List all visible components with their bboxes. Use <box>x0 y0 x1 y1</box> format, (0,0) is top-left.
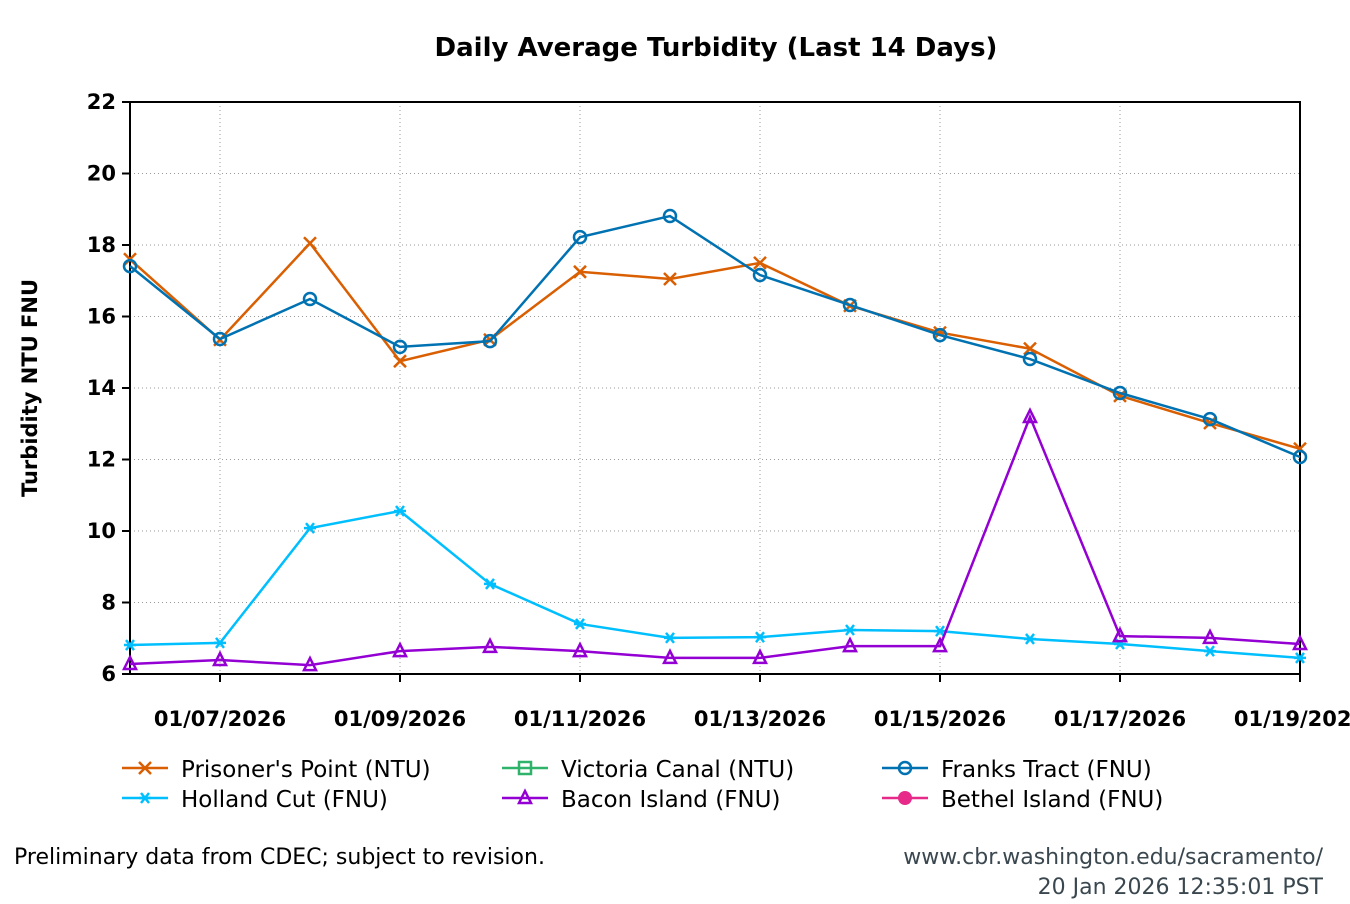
y-tick-label: 12 <box>87 448 116 472</box>
star-marker <box>124 639 136 651</box>
circle-marker <box>212 331 228 347</box>
dot-marker <box>898 791 912 805</box>
circle-marker <box>842 297 858 313</box>
circle-marker <box>392 339 408 355</box>
triangle-marker <box>841 636 859 653</box>
legend-label: Victoria Canal (NTU) <box>561 757 794 783</box>
series-franks-tract-fnu <box>122 208 1308 465</box>
series-line <box>129 413 1301 667</box>
circle-marker <box>572 229 588 245</box>
star-marker <box>484 578 496 590</box>
triangle-marker <box>661 648 679 665</box>
triangle-marker <box>301 655 319 672</box>
x-marker <box>393 354 407 369</box>
triangle-marker <box>516 788 534 805</box>
star-marker <box>934 625 946 637</box>
legend-label: Franks Tract (FNU) <box>941 757 1152 783</box>
y-tick-label: 14 <box>87 376 116 400</box>
series-bacon-island-fnu <box>121 407 1309 672</box>
circle-marker <box>1202 411 1218 427</box>
legend-item: Franks Tract (FNU) <box>882 757 1152 783</box>
circle-marker <box>482 333 498 349</box>
y-axis-label: Turbidity NTU FNU <box>18 279 42 497</box>
circle-marker <box>662 208 678 224</box>
triangle-marker <box>391 641 409 658</box>
x-marker <box>663 272 677 286</box>
y-tick-label: 10 <box>87 519 116 543</box>
series-line <box>129 214 1301 459</box>
circle-marker <box>302 291 318 307</box>
x-marker <box>138 761 152 775</box>
square-marker <box>517 760 533 776</box>
x-tick-label: 01/19/2026 <box>1234 707 1350 731</box>
circle-marker <box>932 327 948 343</box>
triangle-marker <box>931 636 949 653</box>
legend-item: Prisoner's Point (NTU) <box>122 757 431 783</box>
star-marker <box>664 632 676 644</box>
legend-label: Bethel Island (FNU) <box>941 787 1163 813</box>
circle-marker <box>1022 351 1038 367</box>
star-marker <box>214 637 226 649</box>
y-tick-label: 18 <box>87 233 116 257</box>
legend-label: Prisoner's Point (NTU) <box>181 757 431 783</box>
axes: 6 8 10 12 14 16 18 20 22 01/07/2026 01/09/2026 01/1… <box>87 90 1350 731</box>
x-tick-label: 01/11/2026 <box>514 707 646 731</box>
legend-label: Bacon Island (FNU) <box>561 787 780 813</box>
plot-frame <box>129 101 1301 675</box>
x-tick-label: 01/07/2026 <box>154 707 286 731</box>
triangle-marker <box>571 641 589 658</box>
triangle-marker <box>1111 626 1129 643</box>
x-tick-label: 01/09/2026 <box>334 707 466 731</box>
triangle-marker <box>751 648 769 665</box>
legend-item: Bethel Island (FNU) <box>882 787 1163 813</box>
star-marker <box>1204 645 1216 657</box>
star-marker <box>394 505 406 517</box>
x-marker <box>1023 341 1037 356</box>
star-marker <box>304 522 316 534</box>
series-holland-cut-fnu <box>124 505 1306 664</box>
x-marker <box>303 236 317 251</box>
footer-note: Preliminary data from CDEC; subject to r… <box>14 845 545 870</box>
legend-item: Bacon Island (FNU) <box>502 787 780 813</box>
y-tick-label: 6 <box>101 662 116 686</box>
circle-marker <box>752 267 768 283</box>
x-tick-label: 01/13/2026 <box>694 707 826 731</box>
legend-item: Holland Cut (FNU) <box>122 787 388 813</box>
circle-marker <box>897 760 913 776</box>
legend-label: Holland Cut (FNU) <box>181 787 388 813</box>
series-line <box>129 241 1301 450</box>
footer-timestamp: 20 Jan 2026 12:35:01 PST <box>1038 875 1324 900</box>
x-tick-label: 01/17/2026 <box>1054 707 1186 731</box>
y-tick-label: 20 <box>87 162 116 186</box>
triangle-marker <box>481 637 499 654</box>
y-tick-label: 8 <box>101 591 116 615</box>
star-marker <box>1024 633 1036 645</box>
star-marker <box>754 631 766 643</box>
star-marker <box>1294 652 1306 664</box>
circle-marker <box>1292 449 1308 465</box>
circle-marker <box>122 258 138 274</box>
legend: Prisoner's Point (NTU) Holland Cut (FNU) V… <box>122 757 1163 813</box>
triangle-marker <box>1291 634 1309 651</box>
series-layer <box>121 208 1309 672</box>
footer-url[interactable]: www.cbr.washington.edu/sacramento/ <box>903 845 1323 870</box>
star-marker <box>574 618 586 630</box>
y-tick-label: 16 <box>87 305 116 329</box>
x-tick-label: 01/15/2026 <box>874 707 1006 731</box>
chart-title: Daily Average Turbidity (Last 14 Days) <box>435 33 998 63</box>
star-marker <box>139 792 151 804</box>
triangle-marker <box>211 650 229 667</box>
star-marker <box>844 624 856 636</box>
legend-item: Victoria Canal (NTU) <box>502 757 794 783</box>
triangle-marker <box>121 654 139 671</box>
circle-marker <box>1112 385 1128 401</box>
series-prisoner-s-point-ntu <box>123 236 1307 456</box>
x-marker <box>753 255 767 270</box>
y-tick-label: 22 <box>87 90 116 114</box>
triangle-marker <box>1201 628 1219 645</box>
series-line <box>129 509 1301 660</box>
x-marker <box>573 264 587 279</box>
triangle-marker <box>1021 407 1039 424</box>
